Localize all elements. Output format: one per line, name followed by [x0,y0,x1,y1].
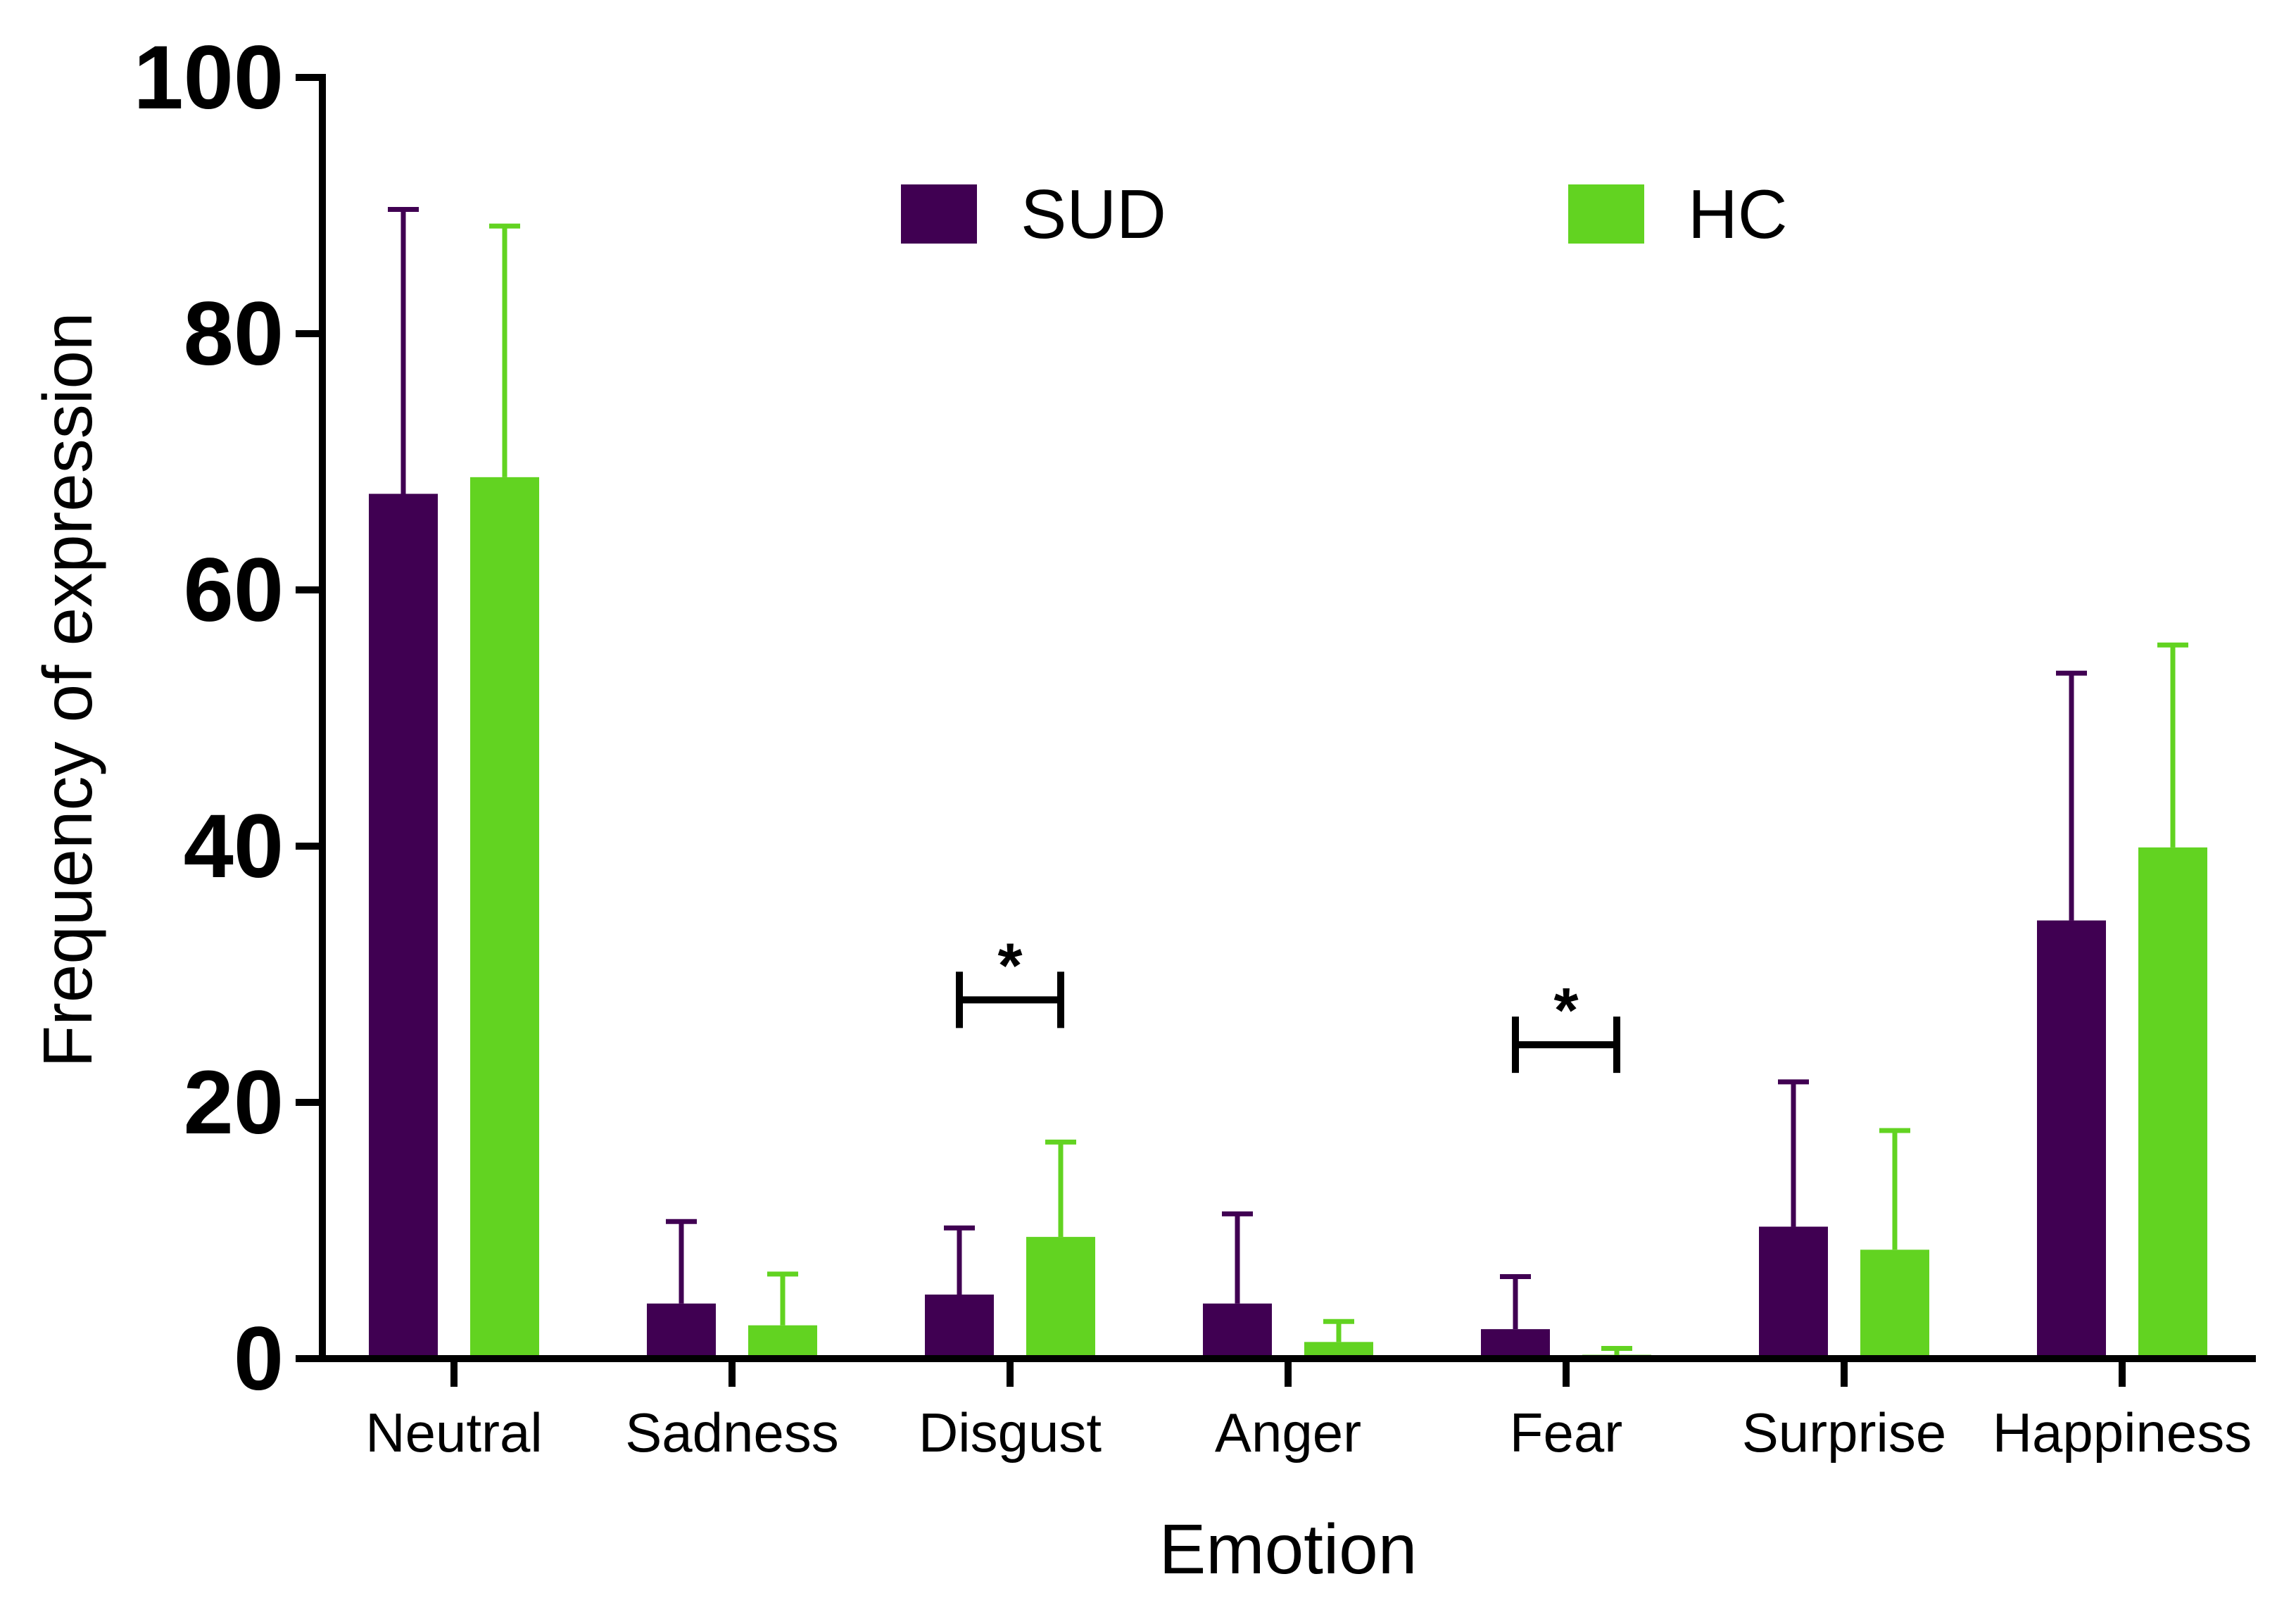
legend-label-sud: SUD [1021,175,1166,253]
bar-hc-sadness [748,1325,817,1359]
bar-sud-sadness [647,1303,716,1359]
x-tick-label-neutral: Neutral [365,1402,542,1464]
legend-label-hc: HC [1688,175,1788,253]
legend: SUD HC [901,175,1788,253]
x-tick-label-sadness: Sadness [625,1402,839,1464]
significance-bracket-disgust: * [956,931,1064,1028]
bar-hc-disgust [1026,1237,1095,1359]
y-axis-title: Frequency of expression [29,312,106,1067]
significance-annotations: ** [956,931,1620,1074]
bar-hc-surprise [1860,1250,1929,1359]
bar-sud-fear [1481,1329,1550,1359]
legend-swatch-sud [901,184,977,244]
bars [369,477,2207,1359]
x-tick-label-anger: Anger [1215,1402,1361,1464]
y-tick-label-80: 80 [184,284,284,384]
axes [296,74,2256,1387]
y-tick-label-100: 100 [133,27,284,128]
bar-hc-anger [1304,1342,1373,1359]
bar-sud-disgust [925,1295,994,1359]
bar-sud-anger [1203,1303,1272,1359]
legend-swatch-hc [1568,184,1644,244]
x-tick-label-surprise: Surprise [1742,1402,1946,1464]
tick-labels: 0 20 40 60 80 100 Neutral Sadness Disgust Anger Fe… [133,27,2252,1464]
bar-hc-happiness [2138,847,2207,1359]
x-tick-label-fear: Fear [1510,1402,1622,1464]
y-tick-label-60: 60 [184,540,284,641]
error-bars [388,206,2188,1355]
y-tick-label-20: 20 [184,1052,284,1153]
significance-star: * [997,931,1022,1001]
x-tick-label-disgust: Disgust [919,1402,1102,1464]
y-tick-label-40: 40 [184,796,284,897]
significance-bracket-fear: * [1512,976,1620,1074]
significance-star: * [1553,976,1578,1046]
bar-sud-neutral [369,493,438,1359]
bar-sud-surprise [1759,1226,1828,1359]
x-axis-title: Emotion [1159,1510,1418,1589]
y-tick-label-0: 0 [234,1309,284,1409]
x-tick-label-happiness: Happiness [1993,1402,2252,1464]
bar-hc-neutral [470,477,539,1359]
bar-sud-happiness [2037,920,2106,1359]
